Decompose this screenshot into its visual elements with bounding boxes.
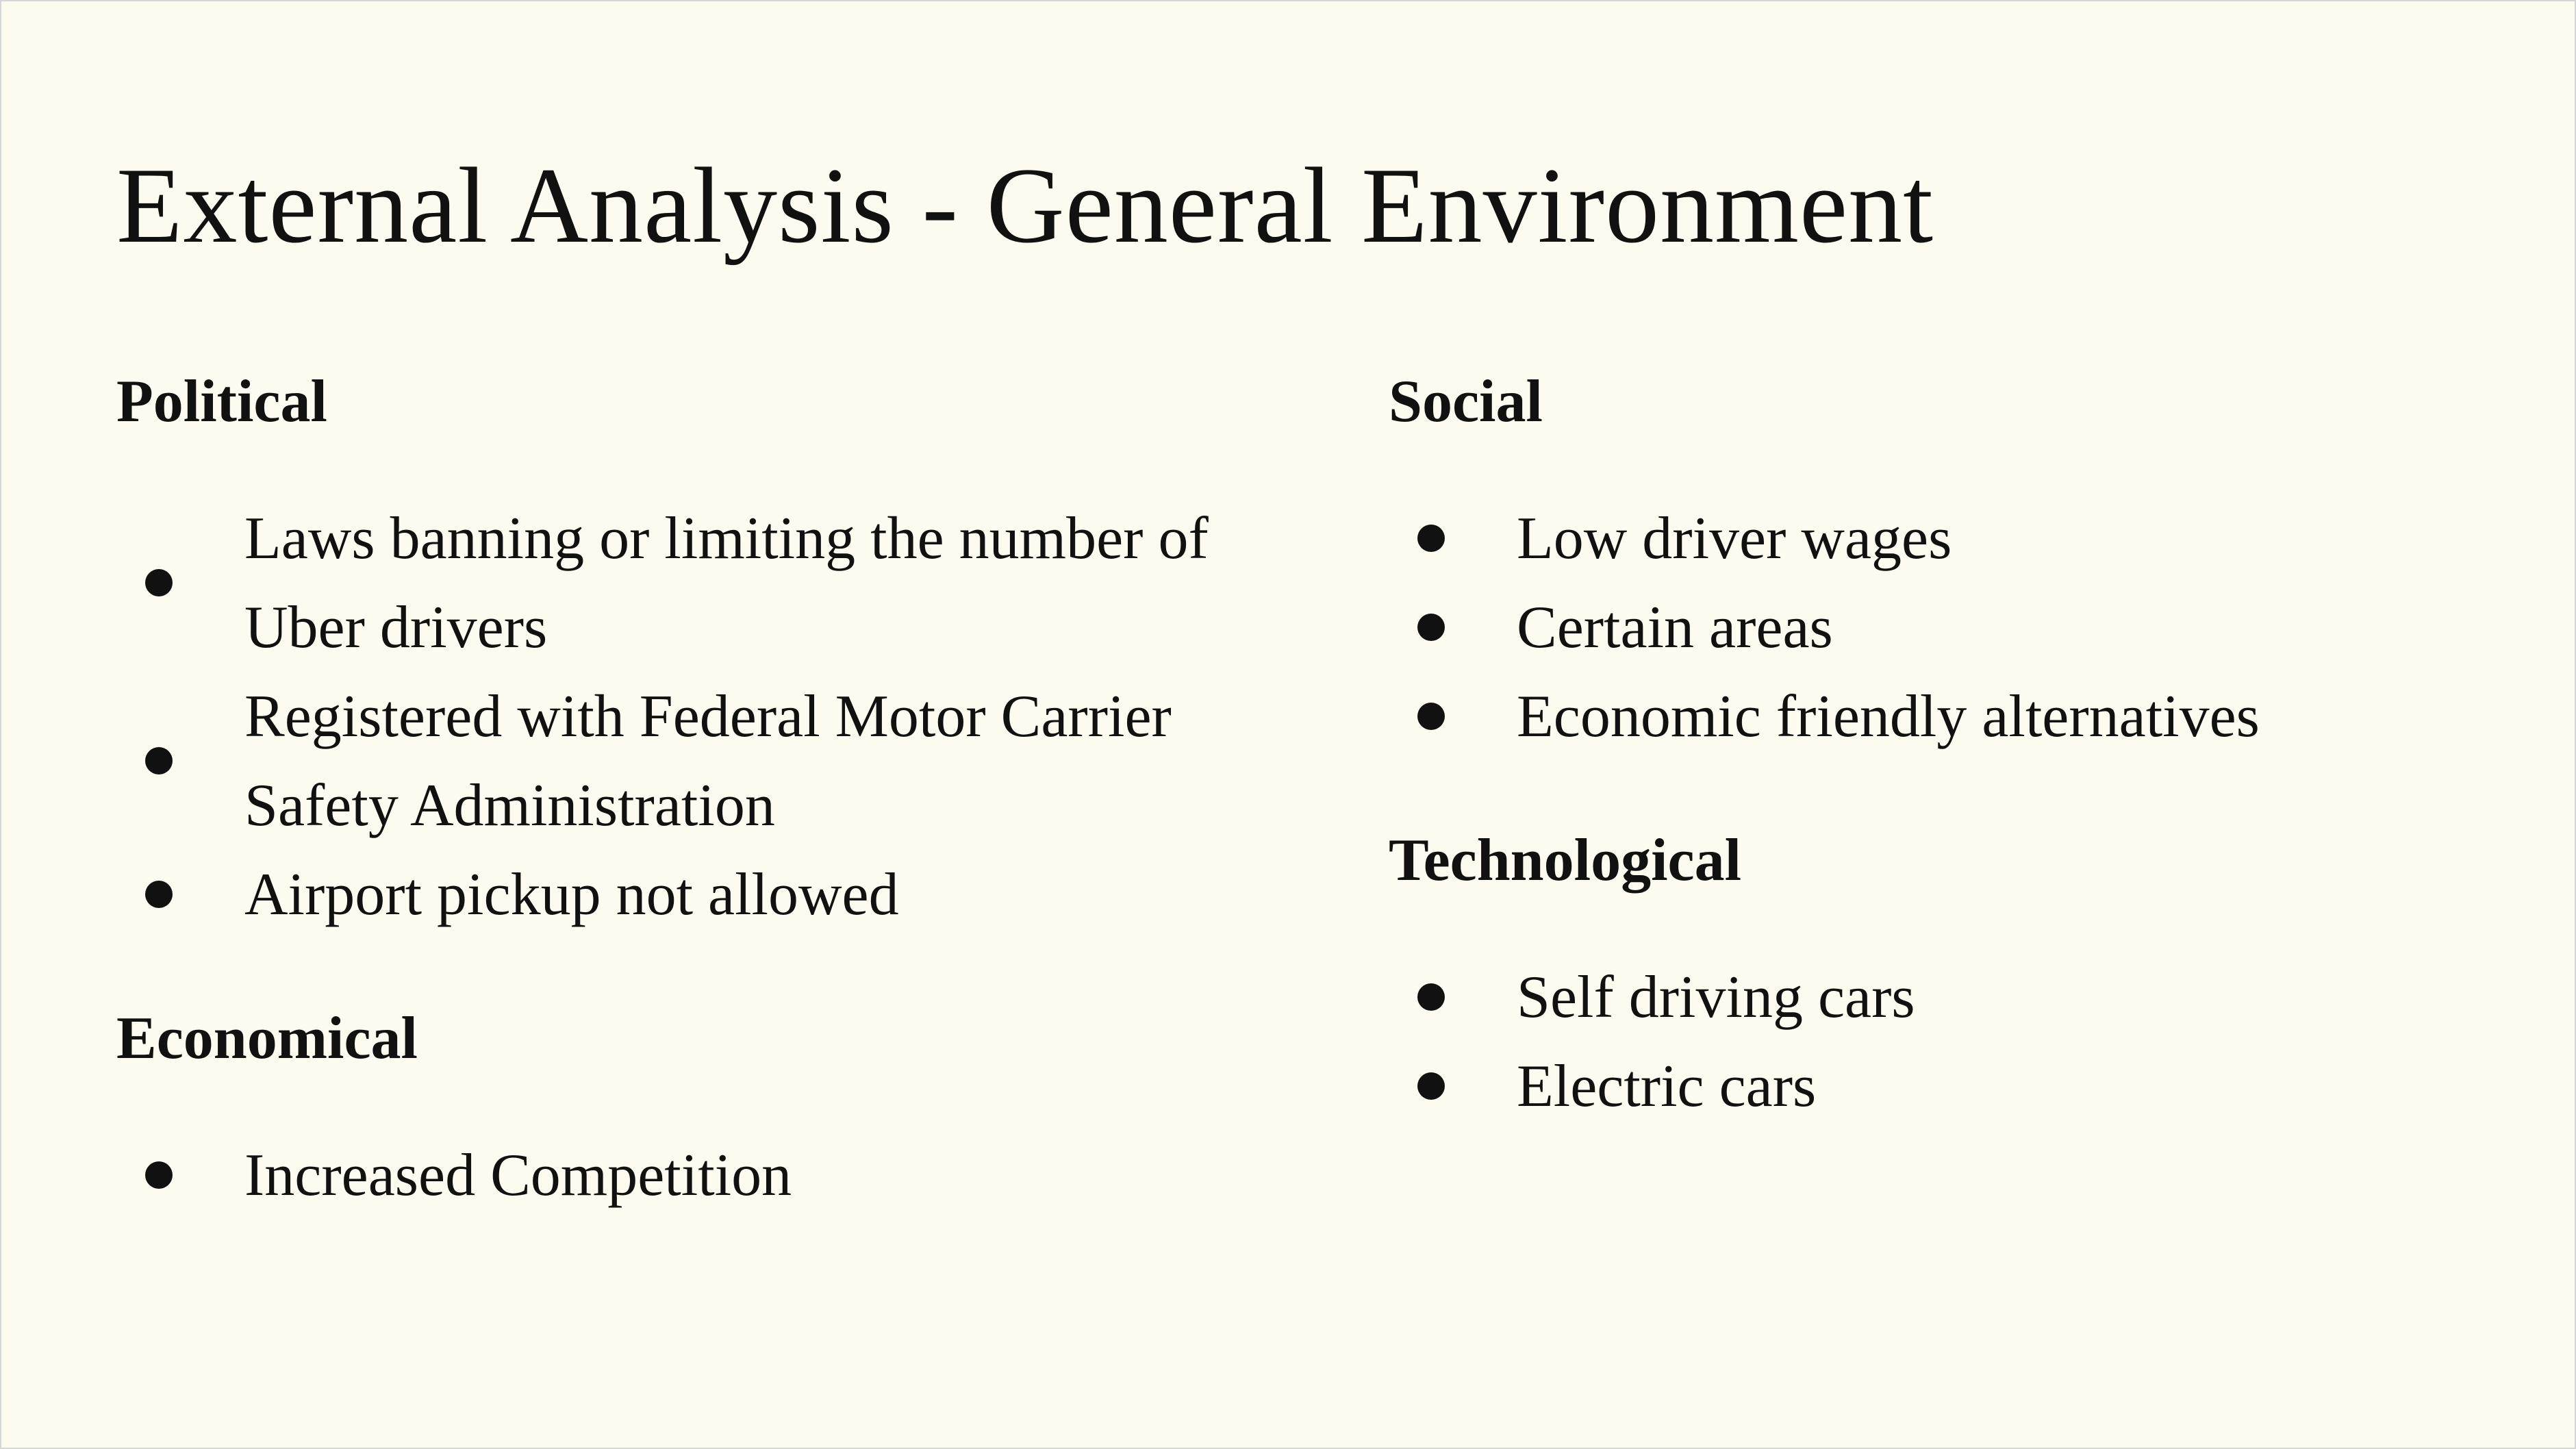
list-item: Electric cars (1389, 1042, 2553, 1131)
section-economical: Economical Increased Competition (116, 994, 1280, 1220)
slide-title: External Analysis - General Environment (116, 146, 1934, 266)
bullet-icon (1417, 1072, 1445, 1100)
bullet-icon (145, 747, 173, 774)
list-item: Self driving cars (1389, 953, 2553, 1042)
bullet-icon (1417, 525, 1445, 552)
list-item: Registered with Federal Motor Carrier Sa… (116, 672, 1280, 850)
list-item-text: Increased Competition (244, 1142, 792, 1209)
list-item: Certain areas (1389, 583, 2553, 672)
section-heading: Technological (1389, 827, 1742, 894)
bullet-icon (1417, 703, 1445, 730)
bullet-icon (1417, 614, 1445, 641)
list-item-text: Electric cars (1517, 1053, 1817, 1120)
list-item-text: Registered with Federal Motor Carrier Sa… (244, 683, 1172, 839)
section-heading: Political (116, 368, 327, 435)
list-item-text: Self driving cars (1517, 964, 1915, 1031)
bullet-icon (145, 569, 173, 596)
section-social: Social Low driver wages Certain areas Ec… (1389, 357, 2553, 761)
list-item: Laws banning or limiting the number of U… (116, 494, 1280, 672)
list-item-text: Economic friendly alternatives (1517, 683, 2260, 750)
list-item: Low driver wages (1389, 494, 2553, 583)
bullet-list: Low driver wages Certain areas Economic … (1389, 494, 2553, 761)
list-item-text: Airport pickup not allowed (244, 861, 899, 928)
bullet-icon (1417, 983, 1445, 1011)
right-column: Social Low driver wages Certain areas Ec… (1389, 357, 2553, 1131)
list-item-text: Laws banning or limiting the number of U… (244, 505, 1209, 661)
bullet-list: Laws banning or limiting the number of U… (116, 494, 1280, 940)
section-technological: Technological Self driving cars Electric… (1389, 816, 2553, 1131)
section-heading: Economical (116, 1005, 418, 1072)
bullet-list: Increased Competition (116, 1131, 1280, 1220)
left-column: Political Laws banning or limiting the n… (116, 357, 1280, 1220)
bullet-list: Self driving cars Electric cars (1389, 953, 2553, 1131)
list-item-text: Certain areas (1517, 594, 1833, 661)
section-political: Political Laws banning or limiting the n… (116, 357, 1280, 940)
list-item: Increased Competition (116, 1131, 1280, 1220)
bullet-icon (145, 1161, 173, 1189)
list-item: Economic friendly alternatives (1389, 672, 2553, 761)
list-item: Airport pickup not allowed (116, 850, 1280, 940)
bullet-icon (145, 881, 173, 908)
list-item-text: Low driver wages (1517, 505, 1952, 572)
section-heading: Social (1389, 368, 1543, 435)
